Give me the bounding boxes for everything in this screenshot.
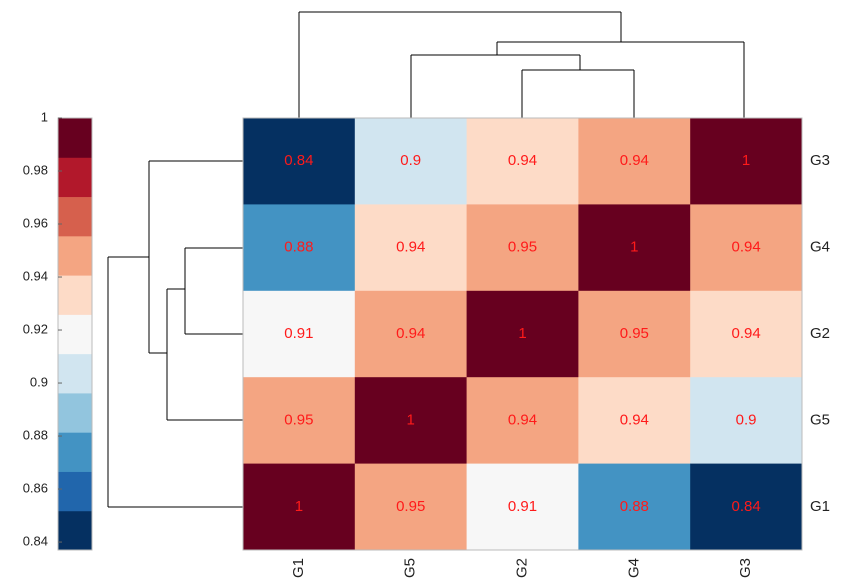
heatmap-cell [354, 377, 468, 465]
cell-value-label: 0.94 [508, 152, 537, 169]
colorbar-band [58, 510, 92, 551]
heatmap-cell [690, 290, 803, 378]
colorbar-tick-label: 0.92 [23, 321, 48, 336]
cell-value-label: 0.84 [731, 498, 760, 515]
colorbar-band [58, 118, 92, 158]
cell-value-label: 0.94 [396, 239, 425, 256]
cell-value-label: 0.9 [736, 411, 757, 428]
heatmap-cell [578, 377, 691, 465]
cell-value-label: 0.94 [396, 325, 425, 342]
cell-value-label: 0.94 [731, 325, 760, 342]
heatmap-cell [243, 204, 356, 292]
colorbar-frame [57, 117, 93, 551]
colorbar-tick-label: 0.84 [23, 533, 48, 548]
colorbar-band [58, 235, 92, 276]
heatmap-cell [578, 118, 691, 205]
colorbar-band [58, 353, 92, 394]
colorbar-tick-label: 0.96 [23, 215, 48, 230]
y-tick-label: G1 [810, 498, 830, 515]
heatmap-frame [242, 117, 803, 551]
y-tick-label: G4 [810, 239, 830, 256]
cell-value-label: 0.95 [284, 411, 313, 428]
colorbar-tick-label: 0.98 [23, 162, 48, 177]
heatmap-cell [690, 377, 803, 465]
heatmap-cell [466, 290, 579, 378]
heatmap-cell [243, 118, 356, 205]
cell-value-label: 0.9 [400, 152, 421, 169]
top-dendrogram [298, 11, 745, 118]
heatmap-cell [690, 204, 803, 292]
heatmap-cell [690, 463, 803, 551]
heatmap-cell [243, 463, 356, 551]
heatmap-cell [578, 204, 691, 292]
heatmap-cell [243, 290, 356, 378]
colorbar-band [58, 275, 92, 315]
heatmap-cell [354, 463, 468, 551]
heatmap-cell [354, 204, 468, 292]
x-tick-label: G4 [625, 558, 642, 578]
heatmap-cell [354, 118, 468, 205]
heatmap-cell [354, 290, 468, 378]
cell-value-label: 1 [518, 325, 526, 342]
colorbar-band [58, 196, 92, 237]
cell-value-label: 0.94 [731, 239, 760, 256]
cell-value-label: 0.94 [620, 411, 649, 428]
x-tick-label: G5 [402, 558, 419, 578]
heatmap-cell [243, 377, 356, 465]
colorbar-tick-label: 0.94 [23, 268, 48, 283]
colorbar-tick-label: 0.9 [30, 374, 48, 389]
colorbar-band [58, 471, 92, 512]
heatmap-cell [690, 118, 803, 205]
cell-value-label: 1 [407, 411, 415, 428]
cell-value-label: 0.94 [508, 411, 537, 428]
cell-value-label: 0.91 [284, 325, 313, 342]
x-tick-label: G1 [290, 558, 307, 578]
heatmap-cell [466, 204, 579, 292]
cell-value-label: 0.91 [508, 498, 537, 515]
y-tick-label: G2 [810, 325, 830, 342]
cell-value-label: 0.95 [620, 325, 649, 342]
heatmap-cell [578, 463, 691, 551]
colorbar-tick-label: 1 [41, 109, 48, 124]
cell-value-label: 0.88 [620, 498, 649, 515]
y-tick-label: G3 [810, 152, 830, 169]
cell-value-label: 1 [742, 152, 750, 169]
colorbar-band [58, 157, 92, 198]
cell-value-label: 0.88 [284, 239, 313, 256]
left-dendrogram [107, 160, 243, 508]
cell-value-label: 0.95 [396, 498, 425, 515]
cell-value-label: 1 [295, 498, 303, 515]
colorbar-tick-label: 0.86 [23, 480, 48, 495]
cell-value-label: 0.95 [508, 239, 537, 256]
x-tick-label: G3 [737, 558, 754, 578]
cell-value-label: 1 [630, 239, 638, 256]
heatmap-cell [466, 377, 579, 465]
colorbar-band [58, 392, 92, 433]
colorbar-band [58, 314, 92, 355]
colorbar-band [58, 432, 92, 472]
cell-value-label: 0.94 [620, 152, 649, 169]
y-tick-label: G5 [810, 411, 830, 428]
x-tick-label: G2 [513, 558, 530, 578]
heatmap-cell [578, 290, 691, 378]
heatmap-cell [466, 118, 579, 205]
heatmap-cell [466, 463, 579, 551]
cell-value-label: 0.84 [284, 152, 313, 169]
colorbar-tick-label: 0.88 [23, 427, 48, 442]
